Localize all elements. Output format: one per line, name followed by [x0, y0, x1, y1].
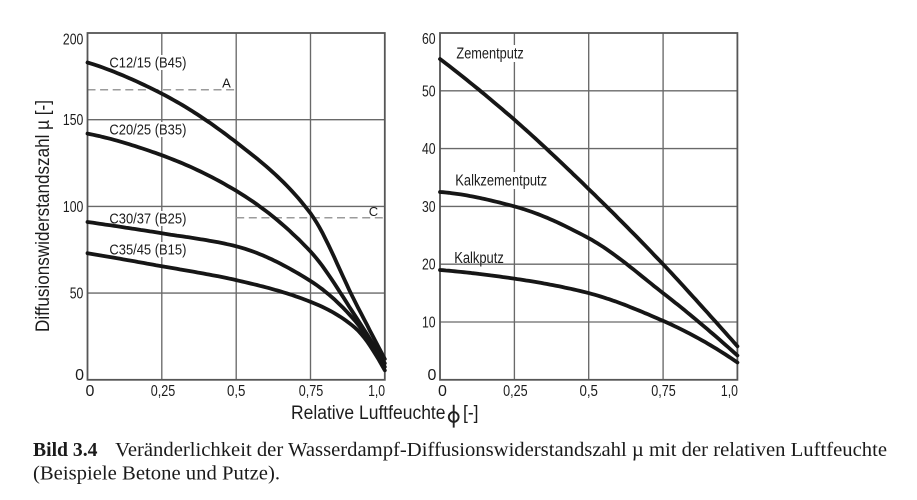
svg-text:200: 200: [63, 32, 83, 49]
svg-text:Relative Luftfeuchte: Relative Luftfeuchte: [291, 403, 446, 424]
svg-text:1,0: 1,0: [721, 383, 738, 400]
svg-text:100: 100: [63, 199, 83, 216]
svg-text:0: 0: [86, 383, 95, 400]
svg-text:50: 50: [422, 83, 436, 100]
svg-text:0,25: 0,25: [503, 383, 528, 400]
svg-text:10: 10: [422, 315, 436, 332]
svg-text:0: 0: [438, 383, 447, 400]
svg-text:60: 60: [422, 31, 436, 48]
svg-text:Zementputz: Zementputz: [456, 45, 523, 62]
svg-text:C20/25 (B35): C20/25 (B35): [109, 122, 186, 139]
svg-text:[-]: [-]: [463, 403, 479, 424]
svg-text:40: 40: [422, 141, 436, 158]
svg-text:150: 150: [63, 112, 83, 129]
svg-text:0,75: 0,75: [651, 383, 676, 400]
svg-text:0,25: 0,25: [151, 383, 176, 400]
svg-text:C: C: [369, 204, 378, 219]
svg-text:0: 0: [75, 367, 84, 384]
svg-text:Kalkputz: Kalkputz: [454, 250, 504, 267]
svg-text:A: A: [222, 76, 231, 91]
svg-text:1,0: 1,0: [368, 383, 385, 400]
svg-text:0: 0: [427, 367, 436, 384]
svg-text:C30/37 (B25): C30/37 (B25): [109, 210, 186, 227]
svg-text:20: 20: [422, 257, 436, 274]
svg-text:Diffusionswiderstandszahl µ [-: Diffusionswiderstandszahl µ [-]: [33, 100, 54, 332]
svg-text:50: 50: [70, 286, 84, 303]
svg-text:Kalkzementputz: Kalkzementputz: [455, 172, 547, 189]
svg-text:0,75: 0,75: [299, 383, 324, 400]
svg-text:30: 30: [422, 199, 436, 216]
svg-text:C35/45 (B15): C35/45 (B15): [109, 241, 186, 258]
svg-text:C12/15 (B45): C12/15 (B45): [109, 55, 186, 72]
svg-text:0,5: 0,5: [579, 383, 598, 400]
svg-text:(Beispiele Betone und Putze).: (Beispiele Betone und Putze).: [33, 463, 280, 485]
svg-text:0,5: 0,5: [227, 383, 246, 400]
